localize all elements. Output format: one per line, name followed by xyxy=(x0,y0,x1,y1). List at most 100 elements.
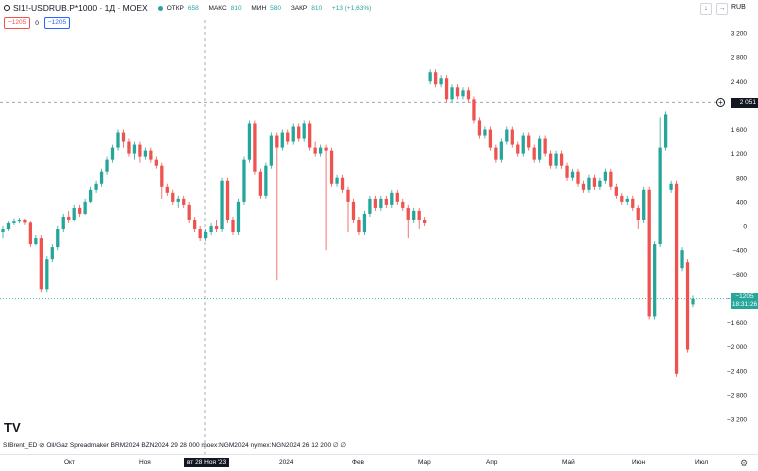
candle-body xyxy=(193,219,197,230)
candle-body xyxy=(45,259,49,290)
sell-button[interactable]: −1205 xyxy=(4,17,31,29)
candle-body xyxy=(433,72,438,85)
candle-body xyxy=(72,207,76,220)
candle-body xyxy=(253,123,257,172)
price-tick-label: 2 400 xyxy=(731,79,748,86)
candle-body xyxy=(527,135,531,148)
candle-body xyxy=(609,171,613,187)
candle-body xyxy=(1,229,5,233)
candle-body xyxy=(417,210,421,220)
candle-body xyxy=(488,129,493,148)
candle-body xyxy=(494,147,498,160)
price-tick-label: −2 000 xyxy=(727,344,747,351)
candle-body xyxy=(346,189,350,202)
candle-body xyxy=(669,183,673,190)
candle-body xyxy=(477,120,482,136)
candle-body xyxy=(12,221,16,223)
candle-body xyxy=(340,177,345,190)
price-tick-label: 0 xyxy=(743,224,747,231)
last-price-label: −1205 18:31:26 xyxy=(731,293,758,309)
candle-body xyxy=(647,189,651,317)
candle-body xyxy=(275,135,279,148)
candle-body xyxy=(67,216,71,220)
candle-body xyxy=(439,78,443,85)
candle-body xyxy=(209,226,213,233)
candle-body xyxy=(83,201,87,214)
candle-body xyxy=(105,159,109,172)
currency-label[interactable]: RUB xyxy=(731,4,746,11)
candle-body xyxy=(280,132,284,148)
candle-body xyxy=(532,147,536,160)
candle-body xyxy=(636,207,640,220)
indicator-legend[interactable]: SIBrent_ED ⊘ Oil/Gaz Spreadmaker BRM2024… xyxy=(3,442,347,449)
down-arrow-button[interactable]: ↓ xyxy=(700,3,712,15)
candle-body xyxy=(472,99,476,121)
candle-body xyxy=(538,138,542,160)
gear-icon[interactable]: ⚙ xyxy=(740,458,749,468)
time-label: Июл xyxy=(695,459,709,466)
candle-body xyxy=(548,153,553,166)
time-axis[interactable]: Окт Ноя 2024 Фев Мар Апр Май Июн Июл вт … xyxy=(0,454,758,471)
candle-body xyxy=(182,198,186,205)
candle-body xyxy=(351,201,356,220)
candle-body xyxy=(680,250,684,269)
candle-body xyxy=(6,222,11,230)
candle-body xyxy=(242,159,246,202)
add-alert-icon[interactable]: + xyxy=(716,98,725,107)
candle-body xyxy=(56,229,60,248)
candle-body xyxy=(587,177,591,190)
time-label: Апр xyxy=(486,459,498,466)
order-panel: −1205 0 −1205 xyxy=(4,17,71,29)
candle-body xyxy=(653,244,657,317)
buy-button[interactable]: −1205 xyxy=(43,17,71,29)
candle-body xyxy=(406,207,410,220)
market-status-icon xyxy=(157,5,163,11)
candle-body xyxy=(236,201,241,233)
price-tick-label: −2 400 xyxy=(727,368,747,375)
candle-body xyxy=(176,198,180,202)
symbol-icon xyxy=(4,5,10,11)
candle-body xyxy=(28,222,33,245)
candle-body xyxy=(39,238,43,290)
price-tick-label: −800 xyxy=(732,272,747,279)
price-tick-label: 1 200 xyxy=(731,151,748,158)
candle-body xyxy=(335,177,339,184)
candle-body xyxy=(61,216,65,230)
candle-body xyxy=(521,135,525,154)
candle-body xyxy=(373,198,378,208)
candle-body xyxy=(483,129,487,136)
tradingview-logo-icon[interactable]: TV xyxy=(4,420,21,435)
crosshair-price-label: 2 051 xyxy=(731,98,758,108)
time-label: Окт xyxy=(64,459,75,466)
price-tick-label: −2 800 xyxy=(727,392,747,399)
candle-body xyxy=(171,192,175,202)
crosshair-time-label: вт 28 Ноя '23 xyxy=(184,458,230,467)
candle-body xyxy=(658,147,662,245)
candle-body xyxy=(121,132,126,142)
candle-body xyxy=(395,192,399,202)
ohlc-values: ОТКР 658 МАКС 810 МИН 580 ЗАКР 810 +13 (+1,6… xyxy=(166,4,372,12)
time-label: Ноя xyxy=(139,459,151,466)
candle-body xyxy=(620,195,624,202)
time-label: Фев xyxy=(352,459,365,466)
candle-body xyxy=(258,171,263,196)
candle-body xyxy=(318,147,323,154)
candle-body xyxy=(302,123,306,139)
chart-header: SI1!-USDRUB.P*1000 · 1Д · MOEX ОТКР 658 М… xyxy=(0,0,758,16)
candle-body xyxy=(99,171,104,184)
candle-body xyxy=(663,114,668,148)
candle-body xyxy=(313,147,317,154)
candle-body xyxy=(247,123,252,160)
candle-body xyxy=(132,144,137,154)
candle-body xyxy=(50,247,54,260)
price-tick-label: 1 600 xyxy=(731,127,748,134)
collapse-button[interactable]: → xyxy=(716,3,728,15)
symbol-title[interactable]: SI1!-USDRUB.P*1000 · 1Д · MOEX xyxy=(13,3,148,13)
candle-body xyxy=(510,129,514,145)
price-tick-label: 800 xyxy=(736,175,747,182)
candle-body xyxy=(642,189,646,220)
candle-body xyxy=(225,180,230,220)
candle-body xyxy=(110,147,115,160)
candle-body xyxy=(165,186,169,193)
